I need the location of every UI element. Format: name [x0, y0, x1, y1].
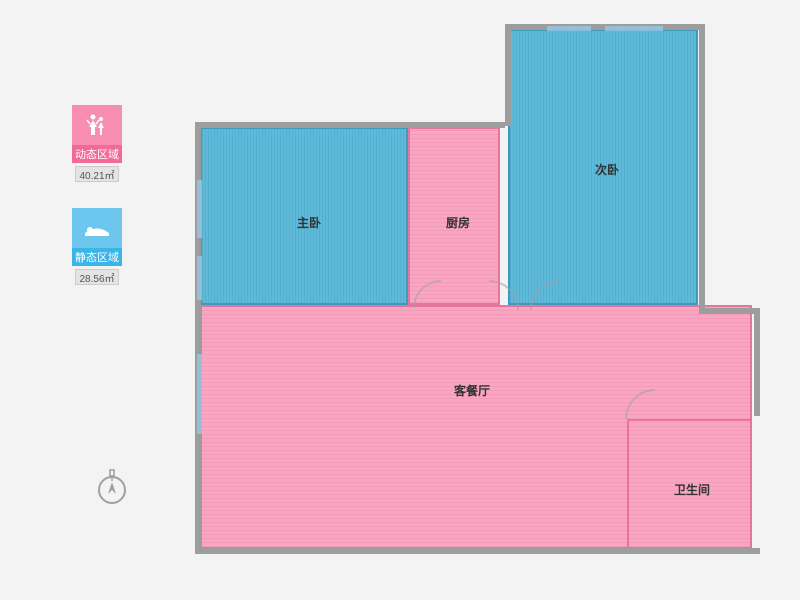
window-0	[197, 180, 202, 238]
legend-static-label: 静态区域	[72, 248, 122, 266]
room-label-kitchen: 厨房	[446, 214, 470, 231]
people-icon	[72, 105, 122, 145]
legend-panel: 动态区域 40.21㎡ 静态区域 28.56㎡	[72, 105, 122, 311]
window-2	[547, 26, 591, 31]
compass-icon	[96, 468, 128, 506]
legend-dynamic-label: 动态区域	[72, 145, 122, 163]
room-master-bedroom: 主卧	[200, 127, 408, 305]
window-3	[605, 26, 663, 31]
outer-wall-5	[505, 24, 511, 126]
outer-wall-6	[699, 24, 705, 314]
outer-wall-7	[699, 308, 760, 314]
outer-wall-0	[195, 122, 505, 128]
outer-wall-2	[195, 548, 760, 554]
legend-dynamic-zone: 动态区域 40.21㎡	[72, 105, 122, 182]
outer-wall-3	[754, 312, 760, 416]
room-label-bathroom: 卫生间	[674, 481, 710, 498]
room-bathroom: 卫生间	[627, 419, 752, 549]
room-label-master-bedroom: 主卧	[297, 214, 321, 231]
window-1	[197, 256, 202, 300]
sleep-icon	[72, 208, 122, 248]
legend-static-value: 28.56㎡	[75, 269, 119, 285]
floorplan-container: 主卧 厨房 次卧客餐厅卫生间	[195, 24, 765, 554]
room-label-living-dining: 客餐厅	[454, 382, 490, 399]
legend-static-zone: 静态区域 28.56㎡	[72, 208, 122, 285]
room-label-second-bedroom: 次卧	[595, 161, 619, 178]
window-4	[197, 354, 202, 434]
room-kitchen: 厨房	[408, 127, 500, 305]
room-second-bedroom: 次卧	[508, 29, 698, 305]
legend-dynamic-value: 40.21㎡	[75, 166, 119, 182]
